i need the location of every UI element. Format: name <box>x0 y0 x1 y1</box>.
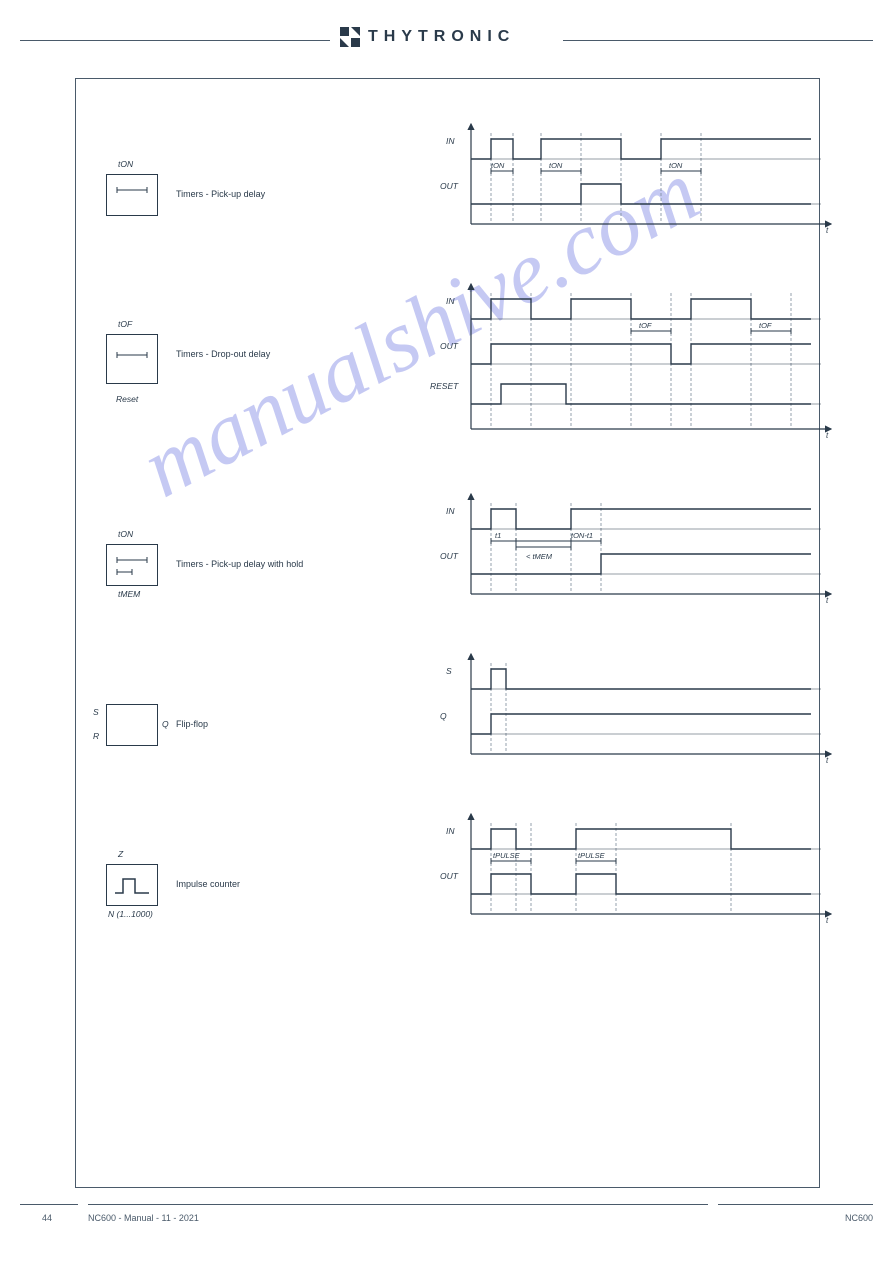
doc-ref: NC600 - Manual - 11 - 2021 <box>88 1213 199 1223</box>
symbol-box <box>106 864 158 906</box>
section-title: Timers - Pick-up delay <box>176 189 265 199</box>
axis-label-t: t <box>826 916 828 925</box>
svg-text:tON-t1: tON-t1 <box>571 531 593 540</box>
axis-label-t: t <box>826 431 828 440</box>
axis-label-t: t <box>826 226 828 235</box>
timing-diagram: tPULSE tPULSE <box>466 809 836 939</box>
symbol-port-label: R <box>93 731 99 741</box>
footer-rule <box>718 1204 873 1205</box>
diagram-section: tOF Reset Timers - Drop-out delay tOF tOF I… <box>96 269 799 464</box>
axis-label-t: t <box>826 596 828 605</box>
header-rule-right <box>563 40 873 41</box>
section-title: Timers - Drop-out delay <box>176 349 270 359</box>
symbol-label: tON <box>118 159 133 169</box>
svg-text:tOF: tOF <box>639 321 652 330</box>
signal-label-in: IN <box>446 826 455 836</box>
symbol-box <box>106 334 158 384</box>
symbol-label: Z <box>118 849 123 859</box>
symbol-label: N (1...1000) <box>108 909 153 919</box>
symbol-port-label: S <box>93 707 99 717</box>
diagram-section: Z N (1...1000) Impulse counter tPULSE tPUL… <box>96 799 799 954</box>
section-title: Flip-flop <box>176 719 208 729</box>
timing-diagram: tOF tOF <box>466 279 836 454</box>
diagram-section: tONtMEMTimers - Pick-up delay with hold … <box>96 479 799 634</box>
brand-name: THYTRONIC <box>368 28 515 46</box>
section-title: Timers - Pick-up delay with hold <box>176 559 303 569</box>
svg-text:tPULSE: tPULSE <box>493 851 521 860</box>
symbol-port-label: Q <box>162 719 169 729</box>
signal-label-reset: RESET <box>430 381 458 391</box>
axis-label-t: t <box>826 756 828 765</box>
signal-label-out: OUT <box>440 181 458 191</box>
symbol-label: tOF <box>118 319 132 329</box>
symbol-port-label: Reset <box>116 394 138 404</box>
svg-text:t1: t1 <box>495 531 501 540</box>
svg-text:tON: tON <box>669 161 683 170</box>
timing-diagram: t1 tON-t1 < tMEM <box>466 489 836 619</box>
svg-text:tOF: tOF <box>759 321 772 330</box>
symbol-box <box>106 544 158 586</box>
symbol-box <box>106 174 158 216</box>
header-rule-left <box>20 40 330 41</box>
footer-rule <box>20 1204 78 1205</box>
signal-label-out: OUT <box>440 341 458 351</box>
svg-text:< tMEM: < tMEM <box>526 552 553 561</box>
diagram-section: tON Timers - Pick-up delay tON tON tON IN O… <box>96 109 799 264</box>
signal-label-in: IN <box>446 296 455 306</box>
section-title: Impulse counter <box>176 879 240 889</box>
footer-rule <box>88 1204 708 1205</box>
signal-label-in: S <box>446 666 452 676</box>
timing-diagram <box>466 649 836 779</box>
symbol-label: tON <box>118 529 133 539</box>
signal-label-out: OUT <box>440 551 458 561</box>
svg-text:tPULSE: tPULSE <box>578 851 606 860</box>
diagram-section: SRQFlip-flopSQt <box>96 639 799 779</box>
brand: THYTRONIC <box>340 27 515 47</box>
symbol-label: tMEM <box>118 589 140 599</box>
timing-diagram: tON tON tON <box>466 119 836 249</box>
brand-logo-icon <box>340 27 360 47</box>
signal-label-out: Q <box>440 711 447 721</box>
signal-label-out: OUT <box>440 871 458 881</box>
page-number: 44 <box>42 1213 52 1223</box>
svg-text:tON: tON <box>549 161 563 170</box>
svg-text:tON: tON <box>491 161 505 170</box>
signal-label-in: IN <box>446 506 455 516</box>
symbol-box <box>106 704 158 746</box>
model-ref: NC600 <box>845 1213 873 1223</box>
content-frame: manualshive.com tONTimers - Pick-up dela… <box>75 78 820 1188</box>
signal-label-in: IN <box>446 136 455 146</box>
